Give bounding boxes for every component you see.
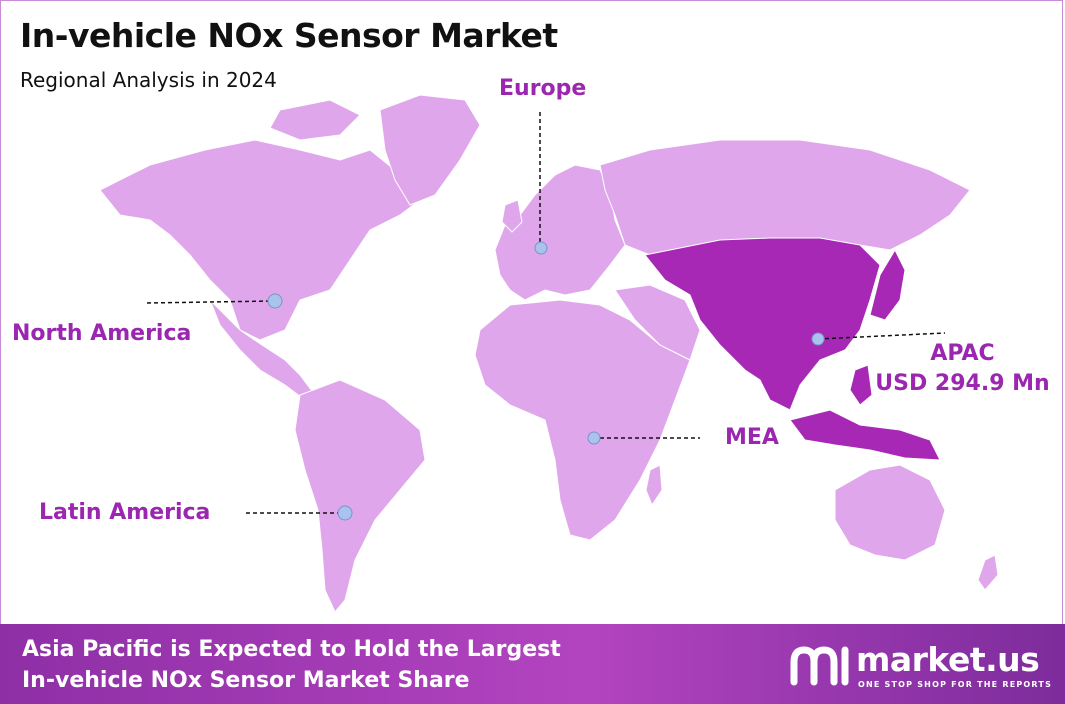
- japan-landmass: [869, 248, 906, 321]
- russia-landmass: [599, 139, 971, 256]
- logo-wordmark: market.us: [856, 640, 1040, 679]
- madagascar-landmass: [645, 464, 663, 507]
- region-label-latin-america: Latin America: [39, 500, 211, 525]
- north-america-marker: [267, 293, 283, 309]
- apac-landmass: [644, 237, 881, 411]
- footer-line-1: Asia Pacific is Expected to Hold the Lar…: [22, 637, 561, 662]
- logo-tagline: ONE STOP SHOP FOR THE REPORTS: [858, 680, 1053, 689]
- north-america-landmass: [99, 139, 421, 341]
- middle-east-landmass: [614, 284, 701, 361]
- africa-landmass: [474, 299, 691, 541]
- philippines-landmass: [849, 364, 873, 406]
- arctic-islands-landmass: [269, 99, 361, 141]
- latin-america-marker: [337, 505, 353, 521]
- region-label-europe: Europe: [499, 76, 587, 101]
- apac-leader-line: [817, 332, 946, 340]
- apac-marker: [811, 332, 825, 346]
- europe-landmass: [494, 164, 626, 301]
- page-subtitle: Regional Analysis in 2024: [20, 68, 277, 92]
- footer-line-2: In-vehicle NOx Sensor Market Share: [22, 668, 470, 693]
- page-title: In-vehicle NOx Sensor Market: [20, 16, 558, 55]
- world-map: [99, 94, 999, 613]
- south-america-landmass: [294, 379, 426, 613]
- footer-text: Asia Pacific is Expected to Hold the Lar…: [22, 634, 561, 696]
- marketus-logo-icon: [790, 646, 849, 686]
- region-label-apac: APAC USD 294.9 Mn: [875, 339, 1050, 399]
- southeast-asia-islands: [789, 409, 941, 461]
- marketus-logo: market.us ONE STOP SHOP FOR THE REPORTS: [788, 640, 1051, 692]
- australia-landmass: [834, 464, 946, 561]
- new-zealand-landmass: [977, 554, 999, 591]
- mea-marker: [587, 431, 601, 445]
- region-label-mea: MEA: [725, 425, 779, 450]
- region-label-north-america: North America: [12, 321, 192, 346]
- footer-banner: Asia Pacific is Expected to Hold the Lar…: [0, 624, 1065, 704]
- apac-value: USD 294.9 Mn: [875, 371, 1050, 396]
- europe-marker: [534, 241, 548, 255]
- greenland-landmass: [379, 94, 481, 206]
- north-america-leader-line: [146, 300, 274, 304]
- apac-name: APAC: [930, 341, 995, 366]
- uk-landmass: [501, 199, 523, 233]
